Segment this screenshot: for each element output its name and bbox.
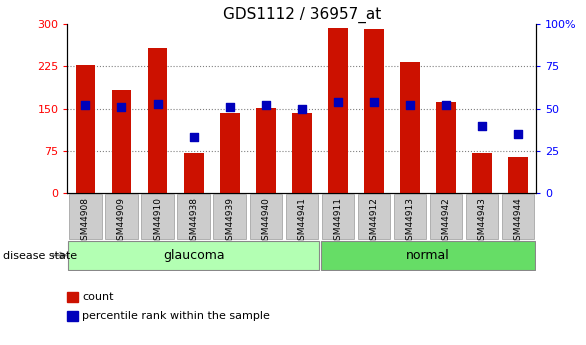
Point [333,99,343,105]
Text: GSM44909: GSM44909 [117,197,126,246]
Text: normal: normal [406,249,450,262]
Bar [472,152,492,193]
Bar [183,152,203,193]
Text: GSM44944: GSM44944 [514,197,523,246]
Bar [148,48,168,193]
Point [153,101,162,106]
FancyBboxPatch shape [213,194,246,239]
Bar [256,108,275,193]
Point [297,106,306,111]
Point [441,102,451,108]
Text: GSM44910: GSM44910 [153,197,162,246]
FancyBboxPatch shape [322,194,354,239]
Text: GSM44939: GSM44939 [225,197,234,246]
FancyBboxPatch shape [357,194,390,239]
Bar [76,65,96,193]
Text: GSM44941: GSM44941 [297,197,306,246]
Point [513,131,523,137]
Bar [400,62,420,193]
FancyBboxPatch shape [321,241,536,269]
FancyBboxPatch shape [250,194,282,239]
FancyBboxPatch shape [394,194,426,239]
Bar [292,113,312,193]
Point [189,135,198,140]
Title: GDS1112 / 36957_at: GDS1112 / 36957_at [223,7,381,23]
Text: GSM44908: GSM44908 [81,197,90,246]
Text: count: count [82,292,114,302]
FancyBboxPatch shape [141,194,174,239]
Bar [508,157,528,193]
Text: GSM44943: GSM44943 [478,197,486,246]
Text: glaucoma: glaucoma [163,249,224,262]
Point [225,104,234,110]
FancyBboxPatch shape [466,194,498,239]
Point [478,123,487,128]
Point [406,102,415,108]
Text: GSM44912: GSM44912 [369,197,379,246]
Text: GSM44940: GSM44940 [261,197,270,246]
Point [369,99,379,105]
Text: GSM44911: GSM44911 [333,197,342,246]
Text: GSM44938: GSM44938 [189,197,198,246]
Bar [328,28,347,193]
Point [81,102,90,108]
Bar [111,90,131,193]
FancyBboxPatch shape [502,194,534,239]
FancyBboxPatch shape [105,194,138,239]
Point [117,104,126,110]
Text: disease state: disease state [3,251,77,261]
Text: GSM44942: GSM44942 [441,197,451,246]
FancyBboxPatch shape [430,194,462,239]
Bar [220,113,240,193]
Text: percentile rank within the sample: percentile rank within the sample [82,311,270,321]
Text: GSM44913: GSM44913 [406,197,414,246]
Bar [436,102,456,193]
FancyBboxPatch shape [178,194,210,239]
Bar [364,29,384,193]
FancyBboxPatch shape [69,194,101,239]
FancyBboxPatch shape [68,241,319,269]
FancyBboxPatch shape [285,194,318,239]
Point [261,102,270,108]
